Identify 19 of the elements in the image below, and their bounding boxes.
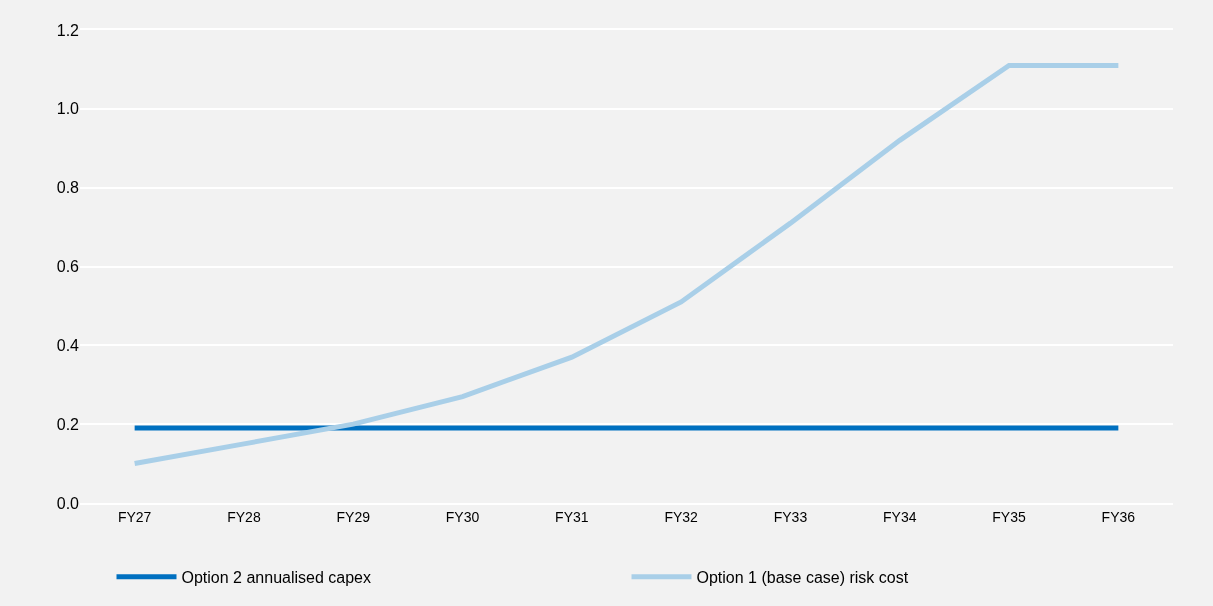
x-tick-label: FY30 <box>445 508 480 525</box>
x-tick-label: FY36 <box>1101 508 1136 525</box>
y-tick-label: 0.6 <box>56 258 80 276</box>
y-tick-label: 1.2 <box>56 21 80 39</box>
x-tick-label: FY35 <box>992 508 1026 525</box>
y-tick-label: 1.0 <box>56 100 80 118</box>
x-tick-label: FY33 <box>773 508 808 525</box>
legend-label: Option 2 annualised capex <box>181 568 371 586</box>
y-tick-label: 0.4 <box>56 336 80 354</box>
y-tick-label: 0.0 <box>56 494 80 512</box>
x-tick-label: FY31 <box>555 508 589 525</box>
x-tick-label: FY27 <box>117 508 152 525</box>
x-tick-label: FY29 <box>336 508 371 525</box>
x-tick-label: FY34 <box>883 508 917 525</box>
y-tick-label: 0.2 <box>56 415 80 433</box>
x-tick-label: FY32 <box>664 508 699 525</box>
legend-label: Option 1 (base case) risk cost <box>696 568 909 586</box>
x-tick-label: FY28 <box>227 508 261 525</box>
y-tick-label: 0.8 <box>56 179 80 197</box>
